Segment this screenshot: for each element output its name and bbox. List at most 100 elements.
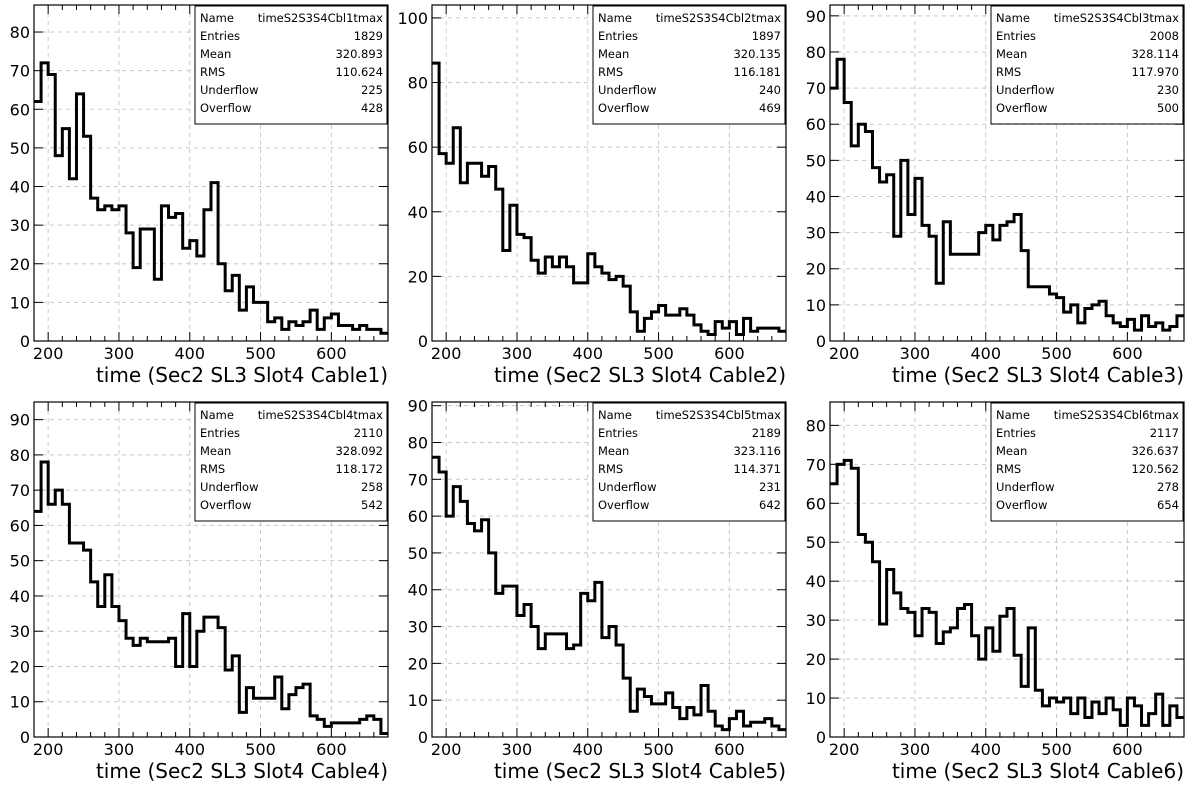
stats-label: Overflow [996, 101, 1047, 115]
stats-label: Underflow [996, 83, 1055, 97]
stats-box: Name timeS2S3S4Cbl6tmax Entries 2117 Mean 326… [990, 402, 1184, 522]
stats-value: 328.114 [1131, 47, 1179, 61]
x-axis-title: time (Sec2 SL3 Slot4 Cable2) [494, 363, 786, 387]
plot-frame [829, 4, 1185, 342]
stats-value: 542 [361, 498, 383, 512]
histogram-panel-5: 200 300 400 500 600 0 10 20 30 40 50 60 70 80 90 time (… [408, 397, 787, 783]
y-tick-label: 80 [408, 433, 428, 452]
x-tick-label: 600 [1112, 740, 1143, 759]
stats-box-frame [990, 5, 1184, 125]
stats-label: Entries [598, 426, 638, 440]
x-tick-label: 500 [245, 740, 276, 759]
stats-label: Overflow [598, 498, 649, 512]
stats-label: Entries [996, 426, 1036, 440]
y-tick-label: 50 [806, 533, 826, 552]
x-tick-label: 300 [900, 344, 931, 363]
x-tick-label: 200 [829, 740, 860, 759]
y-tick-label: 20 [408, 654, 428, 673]
stats-value: 320.135 [733, 47, 781, 61]
y-tick-label: 10 [10, 293, 30, 312]
stats-value: 326.637 [1131, 444, 1179, 458]
y-tick-label: 90 [806, 7, 826, 26]
stats-value: 117.970 [1131, 65, 1179, 79]
stats-label: Name [200, 408, 234, 422]
stats-box: Name timeS2S3S4Cbl3tmax Entries 2008 Mean 328… [990, 5, 1184, 125]
stats-label: RMS [996, 65, 1021, 79]
y-tick-label: 60 [806, 115, 826, 134]
x-tick-label: 200 [431, 740, 462, 759]
x-tick-label: 400 [970, 740, 1001, 759]
stats-value: 1897 [752, 29, 781, 43]
y-tick-label: 50 [10, 552, 30, 571]
y-tick-label: 20 [408, 267, 428, 286]
stats-value: timeS2S3S4Cbl1tmax [258, 11, 383, 25]
stats-value: 328.092 [335, 444, 383, 458]
plot-frame [431, 401, 787, 738]
stats-value: timeS2S3S4Cbl3tmax [1054, 11, 1179, 25]
stats-value: 230 [1157, 83, 1179, 97]
stats-value: 118.172 [335, 462, 383, 476]
x-tick-label: 400 [970, 344, 1001, 363]
stats-label: Underflow [598, 83, 657, 97]
stats-value: timeS2S3S4Cbl6tmax [1054, 408, 1179, 422]
stats-label: RMS [996, 462, 1021, 476]
y-tick-label: 40 [408, 203, 428, 222]
y-tick-label: 70 [408, 470, 428, 489]
y-tick-label: 60 [10, 100, 30, 119]
stats-value: 258 [361, 480, 383, 494]
plot-frame [829, 401, 1185, 738]
y-tick-label: 20 [10, 657, 30, 676]
x-axis-title: time (Sec2 SL3 Slot4 Cable1) [96, 363, 388, 387]
y-tick-label: 40 [408, 581, 428, 600]
stats-value: 642 [759, 498, 781, 512]
x-tick-label: 300 [502, 344, 533, 363]
y-tick-label: 60 [408, 138, 428, 157]
x-tick-label: 200 [829, 344, 860, 363]
stats-label: RMS [200, 65, 225, 79]
stats-label: Name [996, 11, 1030, 25]
plot-frame [431, 4, 787, 342]
stats-label: Mean [996, 444, 1027, 458]
stats-label: Overflow [598, 101, 649, 115]
stats-value: 231 [759, 480, 781, 494]
x-tick-label: 600 [1112, 344, 1143, 363]
y-tick-label: 90 [408, 397, 428, 416]
y-tick-label: 100 [397, 9, 428, 28]
stats-box-frame [592, 402, 786, 522]
x-tick-label: 600 [316, 740, 347, 759]
y-tick-label: 40 [806, 187, 826, 206]
histogram-series [34, 460, 388, 735]
x-tick-label: 400 [174, 740, 205, 759]
x-tick-label: 600 [714, 344, 745, 363]
y-tick-label: 30 [806, 224, 826, 243]
x-tick-label: 200 [33, 740, 64, 759]
stats-box-frame [194, 5, 388, 125]
stats-label: Overflow [200, 101, 251, 115]
y-tick-label: 0 [418, 728, 428, 747]
stats-label: Mean [996, 47, 1027, 61]
y-tick-label: 70 [806, 79, 826, 98]
stats-box: Name timeS2S3S4Cbl2tmax Entries 1897 Mean 320… [592, 5, 786, 125]
plot-frame [33, 4, 389, 342]
y-tick-label: 20 [806, 260, 826, 279]
stats-label: RMS [598, 462, 623, 476]
x-tick-label: 600 [714, 740, 745, 759]
y-tick-label: 80 [408, 74, 428, 93]
y-tick-label: 20 [10, 255, 30, 274]
histogram-panel-2: 200 300 400 500 600 0 20 40 60 80 100 time (Sec2 SL… [397, 4, 787, 387]
histogram-series [830, 458, 1184, 727]
histogram-series [432, 61, 786, 337]
stats-value: 500 [1157, 101, 1179, 115]
y-tick-label: 70 [806, 455, 826, 474]
y-tick-label: 60 [806, 494, 826, 513]
histogram-series [34, 61, 388, 335]
x-axis-title: time (Sec2 SL3 Slot4 Cable6) [892, 759, 1184, 783]
y-tick-label: 80 [806, 416, 826, 435]
stats-value: 114.371 [733, 462, 781, 476]
stats-box: Name timeS2S3S4Cbl1tmax Entries 1829 Mean 320… [194, 5, 388, 125]
stats-value: 323.116 [733, 444, 781, 458]
stats-box: Name timeS2S3S4Cbl4tmax Entries 2110 Mean 328… [194, 402, 388, 522]
y-tick-label: 0 [418, 332, 428, 351]
x-tick-label: 600 [316, 344, 347, 363]
stats-value: 2189 [752, 426, 781, 440]
